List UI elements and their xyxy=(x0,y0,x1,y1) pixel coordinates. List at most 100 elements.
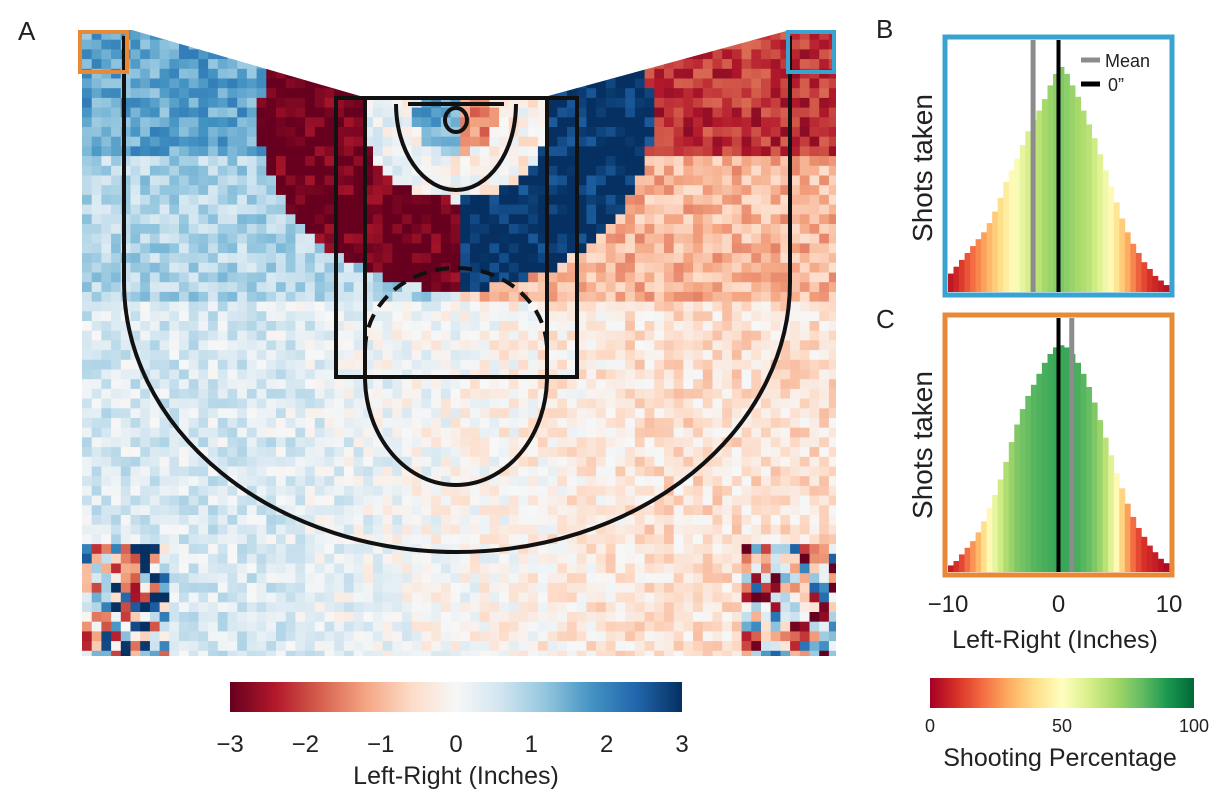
heatmap-cell xyxy=(237,321,248,332)
heatmap-cell xyxy=(634,146,646,157)
heatmap-cell xyxy=(731,505,743,516)
heatmap-cell xyxy=(731,573,743,584)
heatmap-cell xyxy=(761,49,772,60)
heatmap-cell xyxy=(625,59,636,70)
heatmap-cell xyxy=(363,156,374,167)
heatmap-cell xyxy=(809,146,820,157)
heatmap-cell xyxy=(450,592,461,603)
heatmap-cell xyxy=(518,641,529,652)
heatmap-cell xyxy=(431,544,442,555)
heatmap-cell xyxy=(654,311,665,322)
heatmap-cell xyxy=(673,631,684,642)
heatmap-cell xyxy=(266,553,277,565)
heatmap-cell xyxy=(237,291,248,303)
heatmap-cell xyxy=(198,97,209,109)
heatmap-cell xyxy=(528,563,539,574)
heatmap-cell xyxy=(499,136,510,147)
heatmap-cell xyxy=(799,146,811,157)
heatmap-cell xyxy=(654,476,665,487)
heatmap-cell xyxy=(702,146,714,157)
heatmap-cell xyxy=(547,214,558,225)
heatmap-cell xyxy=(790,146,801,157)
heatmap-cell xyxy=(479,127,490,138)
heatmap-cell xyxy=(305,156,316,167)
heatmap-cell xyxy=(731,194,743,206)
heatmap-cell xyxy=(266,127,277,138)
heatmap-cell xyxy=(208,621,219,632)
heatmap-cell xyxy=(731,582,743,594)
heatmap-cell xyxy=(440,146,452,157)
heatmap-cell xyxy=(508,68,520,80)
heatmap-cell xyxy=(751,194,762,206)
heatmap-cell xyxy=(479,59,490,70)
heatmap-cell xyxy=(828,544,836,555)
heatmap-cell xyxy=(305,388,316,400)
heatmap-cell xyxy=(693,388,704,400)
heatmap-cell xyxy=(140,127,151,138)
heatmap-cell xyxy=(489,466,500,477)
heatmap-cell xyxy=(693,272,704,283)
heatmap-cell xyxy=(217,194,229,206)
heatmap-cell xyxy=(392,165,403,177)
heatmap-cell xyxy=(761,224,772,235)
heatmap-cell xyxy=(567,127,578,138)
heatmap-cell xyxy=(101,544,112,555)
heatmap-cell xyxy=(790,544,801,555)
heatmap-cell xyxy=(470,408,481,419)
heatmap-cell xyxy=(227,350,238,361)
heatmap-cell xyxy=(353,224,364,235)
heatmap-cell xyxy=(256,321,267,332)
heatmap-cell xyxy=(470,146,481,157)
heatmap-cell xyxy=(731,592,743,603)
heatmap-cell xyxy=(625,544,636,555)
heatmap-cell xyxy=(780,262,791,274)
heatmap-cell xyxy=(547,175,558,186)
heatmap-cell xyxy=(479,505,490,516)
heatmap-cell xyxy=(373,224,384,235)
heatmap-cell xyxy=(353,612,364,623)
heatmap-cell xyxy=(431,301,442,312)
heatmap-cell xyxy=(179,476,190,487)
heatmap-cell xyxy=(470,224,481,235)
heatmap-cell xyxy=(547,602,558,613)
heatmap-cell xyxy=(179,553,190,565)
heatmap-cell xyxy=(285,97,296,109)
heatmap-cell xyxy=(634,39,646,50)
heatmap-cell xyxy=(169,379,180,390)
heatmap-cell xyxy=(731,136,743,147)
heatmap-cell xyxy=(741,612,752,623)
heatmap-cell xyxy=(693,233,704,244)
heatmap-cell xyxy=(111,127,122,138)
heatmap-cell xyxy=(634,447,646,458)
heatmap-cell xyxy=(664,612,675,623)
heatmap-cell xyxy=(644,466,655,477)
heatmap-cell xyxy=(149,97,161,109)
heatmap-cell xyxy=(440,592,452,603)
heatmap-cell xyxy=(673,379,684,390)
heatmap-cell xyxy=(440,194,452,206)
heatmap-cell xyxy=(518,311,529,322)
heatmap-cell xyxy=(508,602,520,613)
heatmap-cell xyxy=(673,582,684,594)
heatmap-cell xyxy=(440,204,452,215)
heatmap-cell xyxy=(140,68,151,80)
heatmap-cell xyxy=(402,97,413,109)
heatmap-cell xyxy=(227,165,238,177)
heatmap-cell xyxy=(363,495,374,506)
heatmap-cell xyxy=(605,495,617,506)
heatmap-cell xyxy=(828,369,836,380)
heatmap-cell xyxy=(421,39,432,50)
heatmap-cell xyxy=(237,476,248,487)
heatmap-cell xyxy=(567,602,578,613)
heatmap-cell xyxy=(615,156,626,167)
heatmap-cell xyxy=(712,641,723,652)
heatmap-cell xyxy=(499,117,510,128)
heatmap-cell xyxy=(266,224,277,235)
heatmap-cell xyxy=(489,117,500,128)
heatmap-cell xyxy=(314,185,326,196)
heatmap-cell xyxy=(266,612,277,623)
heatmap-cell xyxy=(111,427,122,438)
heatmap-cell xyxy=(770,408,781,419)
heatmap-cell xyxy=(334,194,345,206)
heatmap-cell xyxy=(120,631,132,642)
